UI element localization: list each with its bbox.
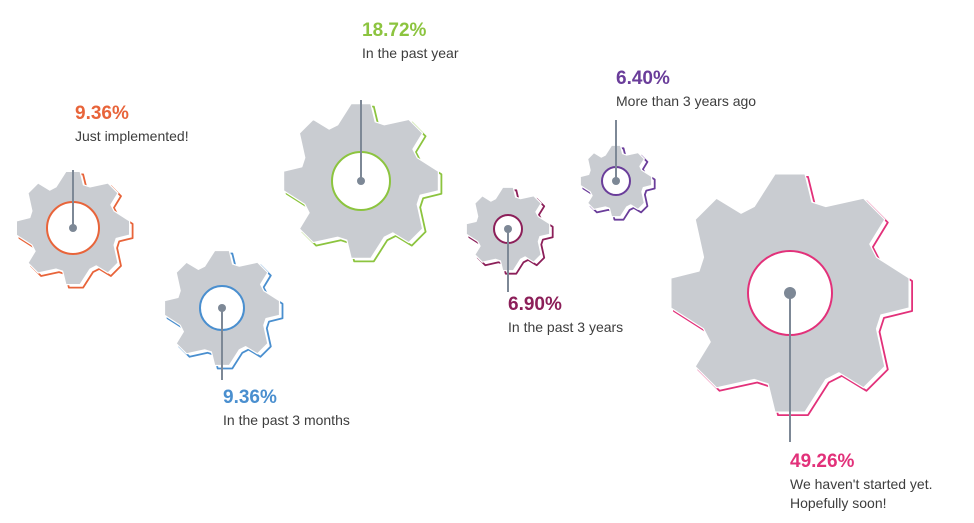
description-label-past-3-years: In the past 3 years (508, 319, 623, 335)
description-label-not-started: We haven't started yet. (790, 476, 933, 492)
description-label-past-year: In the past year (362, 45, 459, 61)
gear-group-past-3-months: 9.36% In the past 3 months (163, 249, 350, 428)
percent-label-not-started: 49.26% (790, 451, 855, 472)
percent-label-just-implemented: 9.36% (75, 103, 129, 124)
gear-center-dot-past-3-months (218, 304, 226, 312)
description-label-just-implemented: Just implemented! (75, 128, 189, 144)
gear-center-dot-more-than-3-years (612, 177, 620, 185)
gear-center-dot-past-year (357, 177, 365, 185)
gear-group-more-than-3-years: 6.40% More than 3 years ago (579, 68, 756, 221)
gear-center-dot-past-3-years (504, 225, 512, 233)
description-label-past-3-months: In the past 3 months (223, 412, 350, 428)
gear-center-dot-just-implemented (69, 224, 77, 232)
gear-group-not-started: 49.26% We haven't started yet. Hopefully s… (670, 173, 933, 511)
gear-group-past-year: 18.72% In the past year (283, 20, 459, 263)
description-label-not-started-line2: Hopefully soon! (790, 495, 887, 511)
gear-center-dot-not-started (784, 287, 796, 299)
percent-label-past-3-months: 9.36% (223, 387, 277, 408)
gear-group-past-3-years: 6.90% In the past 3 years (465, 186, 623, 335)
description-label-more-than-3-years: More than 3 years ago (616, 93, 756, 109)
gear-group-just-implemented: 9.36% Just implemented! (15, 103, 189, 289)
percent-label-past-3-years: 6.90% (508, 294, 562, 315)
percent-label-more-than-3-years: 6.40% (616, 68, 670, 89)
percent-label-past-year: 18.72% (362, 20, 427, 41)
